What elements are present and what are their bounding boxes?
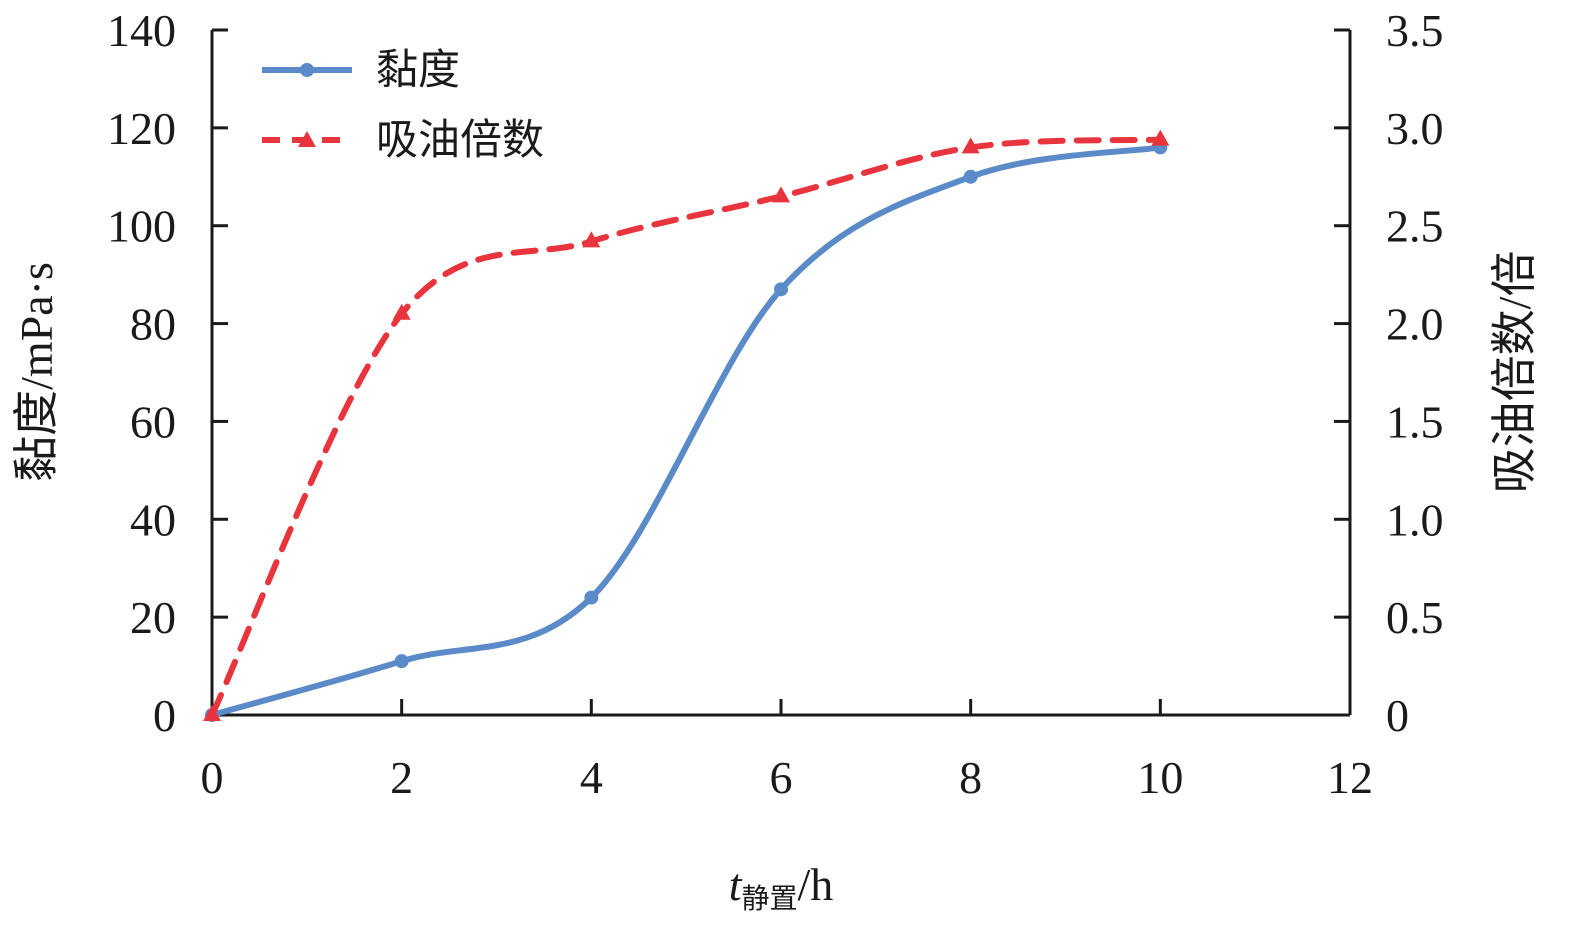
legend-label-viscosity: 黏度: [376, 45, 460, 94]
x-tick-label: 2: [390, 752, 413, 803]
legend-label-oil-absorption: 吸油倍数: [376, 115, 544, 164]
series-line-viscosity: [209, 144, 1164, 718]
x-tick-label: 12: [1327, 752, 1373, 803]
ticks: 0 2 4 6 8 10 1202040608010012014000.51.01.52.0…: [107, 5, 1444, 803]
data-point-viscosity: [963, 169, 978, 184]
data-point-oil-absorption: [392, 303, 411, 320]
y-tick-label-right: 2.0: [1386, 299, 1444, 350]
y-tick-label-right: 0.5: [1386, 592, 1444, 643]
x-axis-title-unit: /h: [798, 859, 834, 910]
y-tick-label-right: 0: [1386, 690, 1409, 741]
y-tick-label-left: 100: [107, 201, 176, 252]
data-point-oil-absorption: [1151, 129, 1170, 146]
y-axis-right-title: 吸油倍数/倍: [1489, 251, 1540, 494]
data-point-viscosity: [394, 654, 409, 669]
series-line-oil-absorption: [209, 136, 1164, 718]
x-tick-label: 0: [201, 752, 224, 803]
x-tick-label: 4: [580, 752, 603, 803]
x-axis-title-subscript: 静置: [741, 882, 797, 915]
y-tick-label-right: 3.0: [1386, 103, 1444, 154]
y-tick-label-left: 140: [107, 5, 176, 56]
y-axis-left-title: 黏度/mPa·s: [11, 262, 62, 482]
data-point-viscosity: [774, 282, 788, 297]
y-tick-label-right: 1.0: [1386, 494, 1444, 545]
x-tick-label: 8: [959, 752, 982, 803]
legend-marker-viscosity: [300, 63, 314, 77]
x-tick-label: 6: [770, 752, 793, 803]
plot-area: [203, 129, 1170, 722]
legend-marker-oil-absorption: [298, 131, 316, 147]
y-tick-label-left: 60: [130, 396, 176, 447]
data-point-oil-absorption: [203, 705, 221, 721]
y-tick-label-left: 0: [153, 690, 176, 741]
data-point-oil-absorption: [772, 186, 790, 203]
y-tick-label-right: 2.5: [1386, 201, 1444, 252]
data-point-viscosity: [584, 590, 599, 605]
x-axis-title: t静置/h: [729, 859, 834, 915]
y-tick-label-left: 20: [130, 592, 176, 643]
y-tick-label-left: 120: [107, 103, 176, 154]
y-tick-label-left: 80: [130, 299, 176, 350]
y-tick-label-right: 1.5: [1386, 396, 1444, 447]
x-tick-label: 10: [1137, 752, 1183, 803]
y-tick-label-right: 3.5: [1386, 5, 1444, 56]
x-axis-title-variable: t: [729, 859, 743, 910]
legend: 黏度 吸油倍数: [262, 45, 544, 164]
y-tick-label-left: 40: [130, 494, 176, 545]
data-point-oil-absorption: [961, 137, 980, 154]
data-point-oil-absorption: [582, 231, 601, 248]
